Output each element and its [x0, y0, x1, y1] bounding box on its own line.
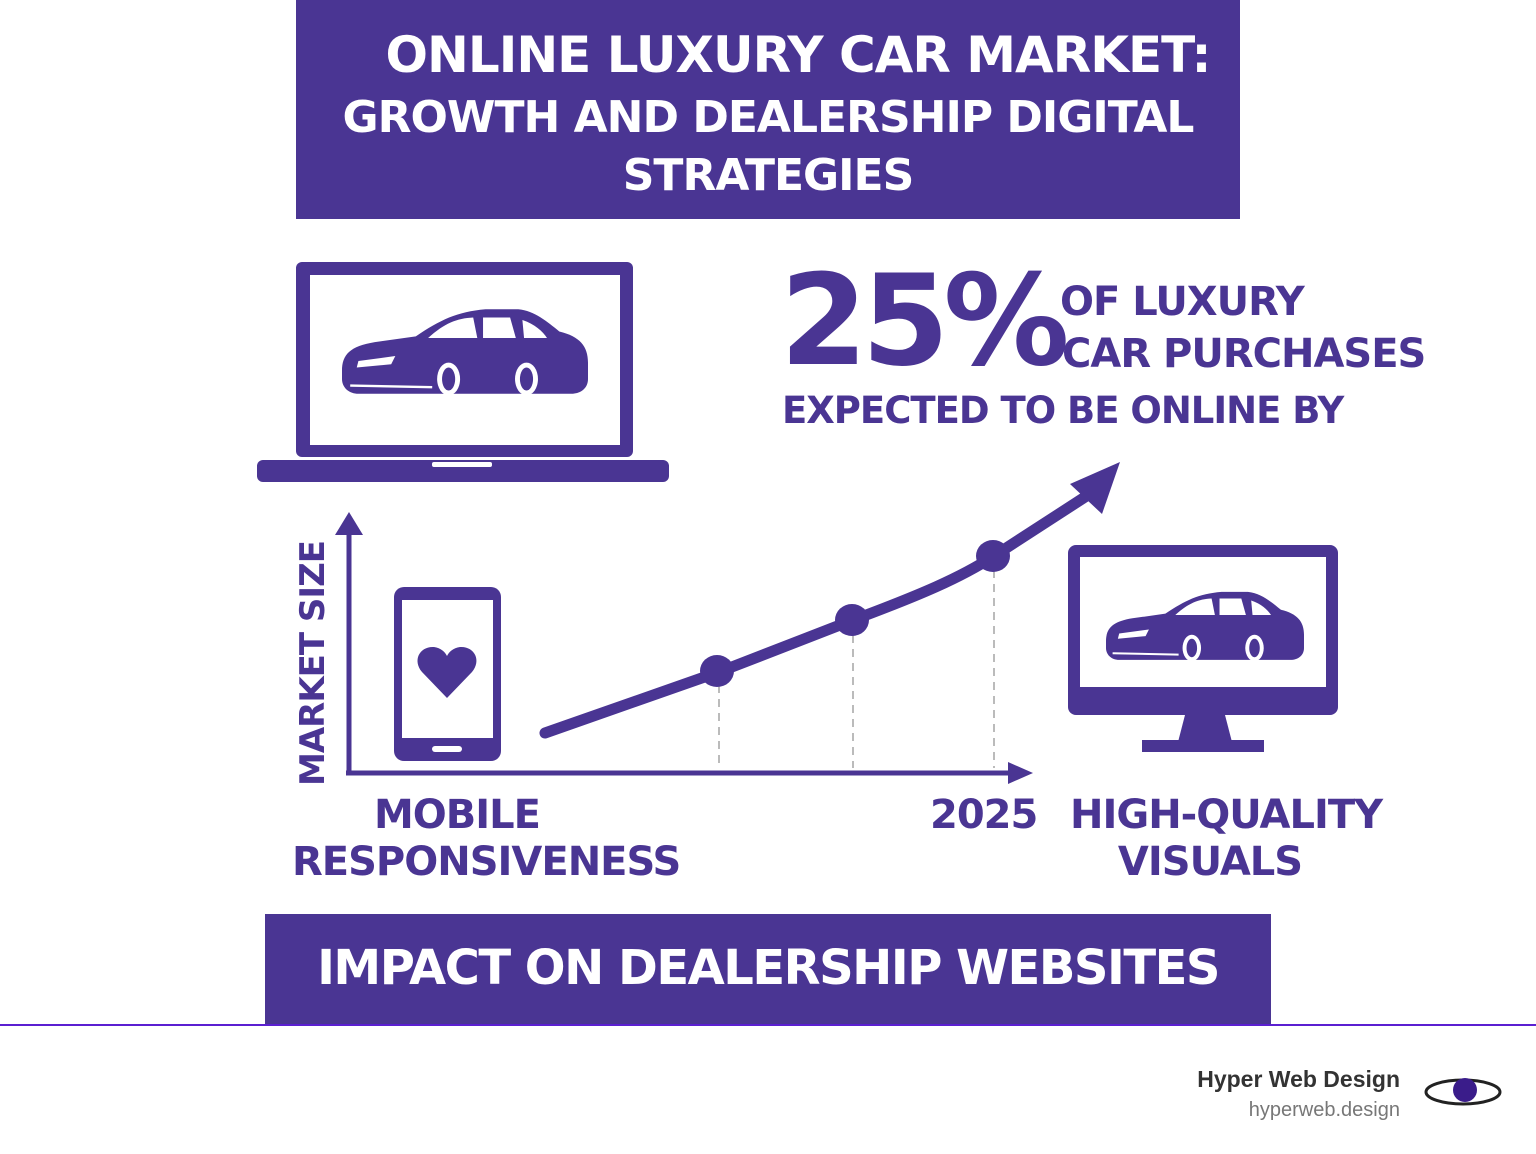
data-point: [700, 655, 734, 687]
bottom-banner: IMPACT ON DEALERSHIP WEBSITES: [265, 914, 1271, 1025]
monitor-car-icon: [1068, 545, 1338, 752]
data-point: [976, 540, 1010, 572]
footer-url[interactable]: hyperweb.design: [1248, 1099, 1400, 1121]
stat-value: 25%: [780, 247, 1070, 394]
x-axis-end-label: 2025: [930, 792, 1038, 838]
laptop-car-icon: [257, 262, 669, 482]
growth-arrow-icon: [1070, 462, 1120, 514]
visuals-label-1: HIGH-QUALITY: [1070, 792, 1383, 838]
mobile-label-1: MOBILE: [374, 792, 541, 838]
title-banner: ONLINE LUXURY CAR MARKET: GROWTH AND DEA…: [296, 0, 1240, 219]
growth-chart: [335, 462, 1120, 784]
bottom-banner-text: IMPACT ON DEALERSHIP WEBSITES: [317, 940, 1220, 996]
divider: [0, 1024, 1536, 1026]
growth-line: [539, 491, 1091, 739]
footer-logo: [1424, 1078, 1502, 1106]
stat-line-3: EXPECTED TO BE ONLINE BY: [782, 389, 1344, 432]
y-axis-label: MARKET SIZE: [293, 541, 333, 786]
smartphone-heart-icon: [394, 587, 501, 761]
data-point: [835, 604, 869, 636]
title-line-1: ONLINE LUXURY CAR MARKET:: [385, 26, 1212, 84]
x-axis-arrow-icon: [1008, 762, 1033, 784]
title-line-3: STRATEGIES: [622, 150, 915, 201]
y-axis-arrow-icon: [335, 512, 363, 535]
footer-brand: Hyper Web Design: [1197, 1066, 1400, 1092]
mobile-label-2: RESPONSIVENESS: [292, 839, 681, 885]
stat-line-1: OF LUXURY: [1060, 279, 1305, 325]
visuals-label-2: VISUALS: [1117, 839, 1303, 885]
title-line-2: GROWTH AND DEALERSHIP DIGITAL: [342, 92, 1195, 143]
stat-line-2: CAR PURCHASES: [1062, 331, 1426, 377]
